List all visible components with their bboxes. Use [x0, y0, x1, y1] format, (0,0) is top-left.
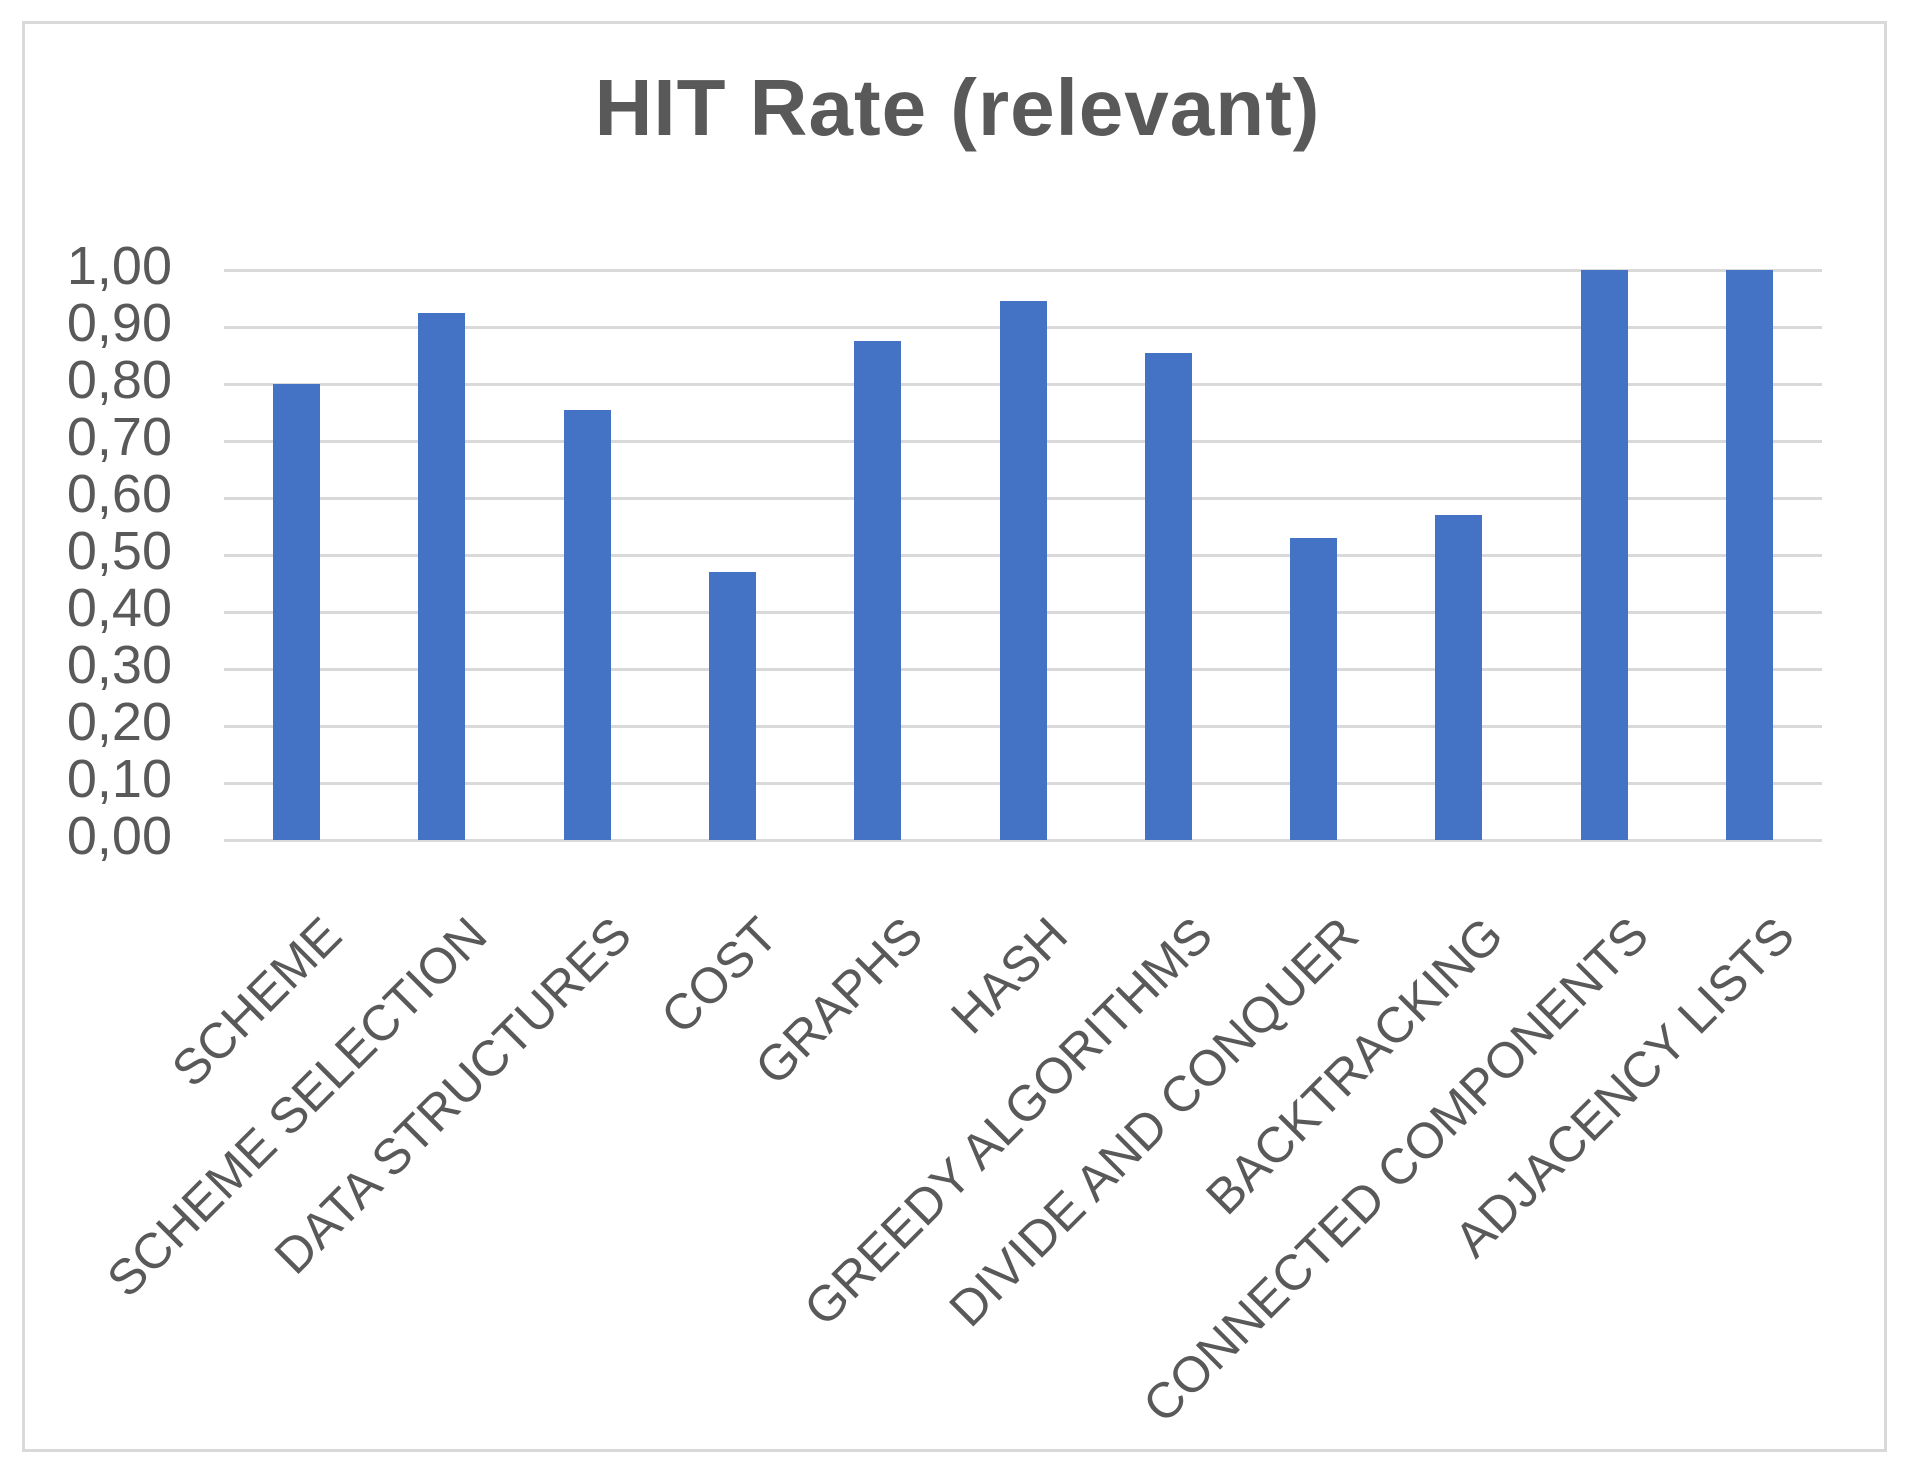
plot-area [224, 268, 1822, 842]
bar-hash [999, 301, 1047, 840]
y-tick-label: 0,60 [66, 464, 172, 524]
bar-divide-and-conquer [1290, 537, 1338, 840]
bar-backtracking [1435, 515, 1483, 840]
bar-cost [708, 572, 756, 840]
y-tick-label: 1,00 [66, 236, 172, 296]
bar-graphs [854, 341, 902, 840]
y-tick-label: 0,40 [66, 578, 172, 638]
y-tick-label: 0,10 [66, 749, 172, 809]
bar-adjacency-lists [1725, 270, 1773, 840]
y-tick-label: 0,50 [66, 521, 172, 581]
y-tick-label: 0,90 [66, 293, 172, 353]
chart-title: HIT Rate (relevant) [594, 63, 1321, 152]
bar-scheme [273, 384, 321, 840]
gridline [224, 268, 1822, 272]
y-tick-label: 0,70 [66, 407, 172, 467]
gridline [224, 838, 1822, 842]
bar-greedy-algorithms [1144, 352, 1192, 840]
y-tick-label: 0,00 [66, 806, 172, 866]
y-tick-label: 0,80 [66, 350, 172, 410]
bar-data-structures [563, 409, 611, 840]
y-tick-label: 0,20 [66, 692, 172, 752]
bar-connected-components [1580, 270, 1628, 840]
bar-scheme-selection [418, 312, 466, 840]
chart-frame-border [22, 21, 1887, 1452]
y-tick-label: 0,30 [66, 635, 172, 695]
